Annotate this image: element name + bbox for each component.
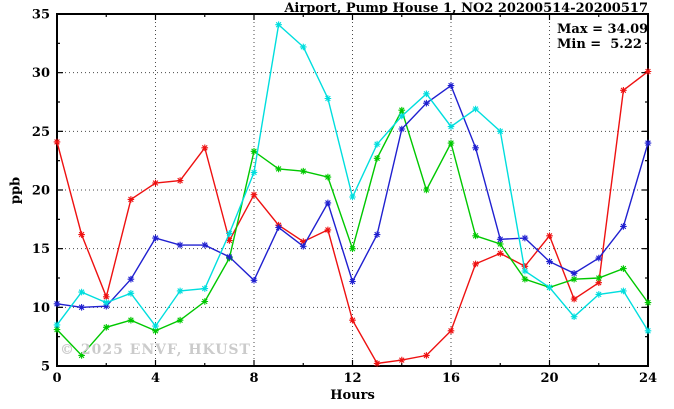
watermark: © 2025 ENVF, HKUST <box>60 342 251 358</box>
chart-title: Airport, Pump House 1, NO2 20200514-2020… <box>284 1 648 16</box>
y-tick-label: 15 <box>32 242 50 257</box>
x-tick-label: 0 <box>52 371 61 386</box>
y-axis-label: ppb <box>8 176 24 205</box>
y-tick-label: 25 <box>32 125 50 140</box>
series-blue-markers <box>53 82 652 311</box>
y-tick-label: 35 <box>32 8 50 23</box>
x-tick-label: 24 <box>639 371 657 386</box>
y-tick-label: 20 <box>32 184 50 199</box>
max-value-label: Max = 34.09 <box>557 22 649 37</box>
x-tick-label: 8 <box>249 371 258 386</box>
x-tick-label: 12 <box>343 371 361 386</box>
y-tick-label: 5 <box>41 360 50 375</box>
series-red-markers <box>53 68 652 367</box>
series-cyan-markers <box>53 21 652 335</box>
max-min-annotation: Max = 34.09 Min = 5.22 <box>557 22 648 52</box>
y-tick-label: 10 <box>32 301 50 316</box>
y-tick-label: 30 <box>32 66 50 81</box>
x-tick-label: 20 <box>540 371 558 386</box>
x-tick-label: 16 <box>442 371 460 386</box>
x-tick-label: 4 <box>151 371 160 386</box>
min-value-label: Min = 5.22 <box>557 37 642 52</box>
series-green-markers <box>53 106 652 359</box>
x-axis-label: Hours <box>330 388 375 403</box>
